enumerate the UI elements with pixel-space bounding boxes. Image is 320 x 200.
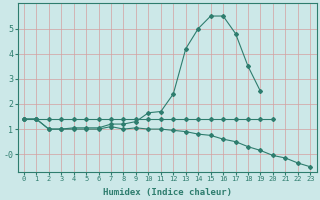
X-axis label: Humidex (Indice chaleur): Humidex (Indice chaleur) [103,188,232,197]
